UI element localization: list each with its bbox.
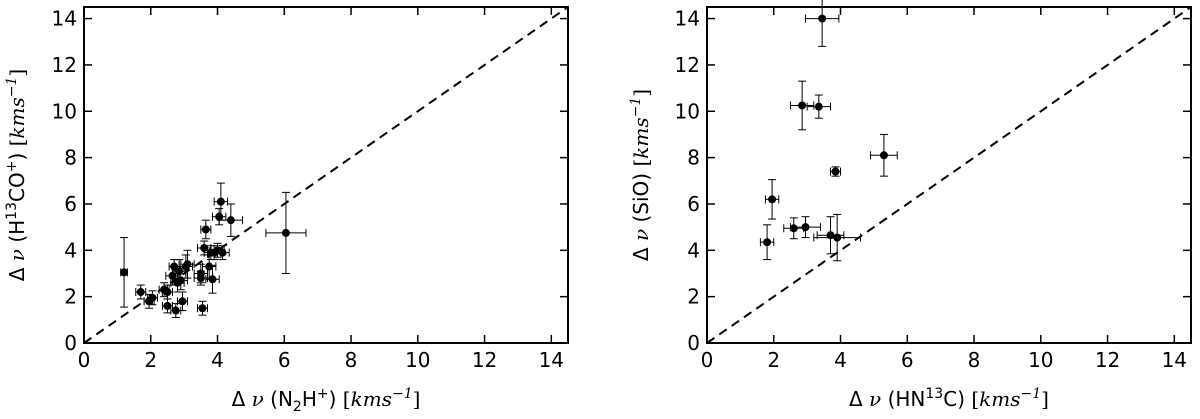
- right-ticks: 0 2 4 6 8 10 12 14 0 2 4 6 8 10 12 14: [675, 7, 1191, 372]
- right-data-point: [789, 224, 798, 233]
- left-data-point: [281, 228, 290, 237]
- right-data-point: [798, 101, 807, 110]
- right-x-axis-label: Δ ν (HN13C) [kms−1]: [849, 386, 1049, 411]
- left-panel: 0 2 4 6 8 10 12 14 0 2 4 6 8 10 12 14 Δ ν (N2H+) [kms−1…: [4, 6, 569, 415]
- left-data-point: [176, 276, 185, 285]
- left-y-tick-label: 4: [64, 238, 77, 262]
- right-error-bars: [759, 0, 898, 262]
- right-data-point: [763, 238, 772, 247]
- left-data-point: [136, 288, 145, 297]
- left-data-point: [196, 274, 205, 283]
- left-data-point: [218, 248, 227, 257]
- left-y-tick-label: 12: [52, 53, 77, 77]
- right-y-tick-label: 12: [675, 53, 700, 77]
- left-y-tick-label: 14: [52, 7, 77, 31]
- left-data-point: [175, 267, 184, 276]
- right-data-point: [826, 231, 835, 240]
- left-x-axis-label: Δ ν (N2H+) [kms−1]: [232, 386, 421, 415]
- left-x-tick-label: 10: [405, 348, 430, 372]
- left-x-tick-label: 14: [539, 348, 564, 372]
- right-data-point: [879, 151, 888, 160]
- right-plot-frame: [706, 6, 1192, 344]
- left-y-tick-label: 2: [64, 285, 77, 309]
- right-y-tick-label: 10: [675, 99, 700, 123]
- right-reference-line: [706, 6, 1192, 344]
- left-x-tick-label: 6: [278, 348, 291, 372]
- right-x-tick-label: 12: [1095, 348, 1120, 372]
- left-data-point: [120, 268, 129, 277]
- left-x-tick-label: 0: [78, 348, 91, 372]
- right-x-tick-label: 0: [701, 348, 714, 372]
- left-points: [120, 197, 290, 315]
- right-y-tick-label: 6: [687, 192, 700, 216]
- left-data-point: [215, 212, 224, 221]
- left-x-tick-label: 8: [345, 348, 358, 372]
- right-y-tick-label: 0: [687, 331, 700, 355]
- left-ticks: 0 2 4 6 8 10 12 14 0 2 4 6 8 10 12 14: [52, 7, 568, 372]
- right-data-point: [818, 14, 827, 23]
- right-data-point: [801, 223, 810, 232]
- right-data-point: [833, 233, 842, 242]
- right-y-tick-label: 4: [687, 238, 700, 262]
- left-data-point: [163, 301, 172, 310]
- left-data-point: [178, 297, 187, 306]
- left-data-point: [216, 197, 225, 206]
- right-y-tick-label: 14: [675, 7, 700, 31]
- right-x-tick-label: 2: [767, 348, 780, 372]
- left-data-point: [200, 243, 209, 252]
- right-x-tick-label: 8: [968, 348, 981, 372]
- right-data-point: [814, 102, 823, 111]
- left-y-tick-label: 6: [64, 192, 77, 216]
- right-points: [763, 14, 888, 247]
- left-data-point: [168, 271, 177, 280]
- left-data-point: [171, 306, 180, 315]
- left-data-point: [226, 216, 235, 225]
- right-x-tick-label: 14: [1162, 348, 1187, 372]
- left-data-point: [163, 288, 172, 297]
- right-data-point: [831, 167, 840, 176]
- right-y-tick-label: 2: [687, 285, 700, 309]
- right-y-tick-label: 8: [687, 146, 700, 170]
- right-y-axis-label: Δ ν (SiO) [kms−1]: [628, 89, 653, 261]
- left-y-tick-label: 10: [52, 99, 77, 123]
- right-x-tick-label: 4: [834, 348, 847, 372]
- left-y-axis-label: Δ ν (H13CO+) [kms−1]: [4, 69, 29, 282]
- left-data-point: [201, 225, 210, 234]
- left-data-point: [183, 260, 192, 269]
- left-data-point: [198, 304, 207, 313]
- left-x-tick-label: 12: [472, 348, 497, 372]
- right-x-tick-label: 6: [901, 348, 914, 372]
- left-x-tick-label: 4: [211, 348, 224, 372]
- left-y-tick-label: 8: [64, 146, 77, 170]
- left-reference-line: [83, 6, 569, 344]
- left-data-point: [205, 262, 214, 271]
- right-panel: 0 2 4 6 8 10 12 14 0 2 4 6 8 10 12 14 Δ ν (HN13C) [kms−…: [628, 0, 1192, 411]
- left-plot-frame: [83, 6, 569, 344]
- left-x-tick-label: 2: [144, 348, 157, 372]
- left-data-point: [208, 275, 217, 284]
- right-x-tick-label: 10: [1028, 348, 1053, 372]
- left-data-point: [148, 293, 157, 302]
- left-y-tick-label: 0: [64, 331, 77, 355]
- right-data-point: [768, 195, 777, 204]
